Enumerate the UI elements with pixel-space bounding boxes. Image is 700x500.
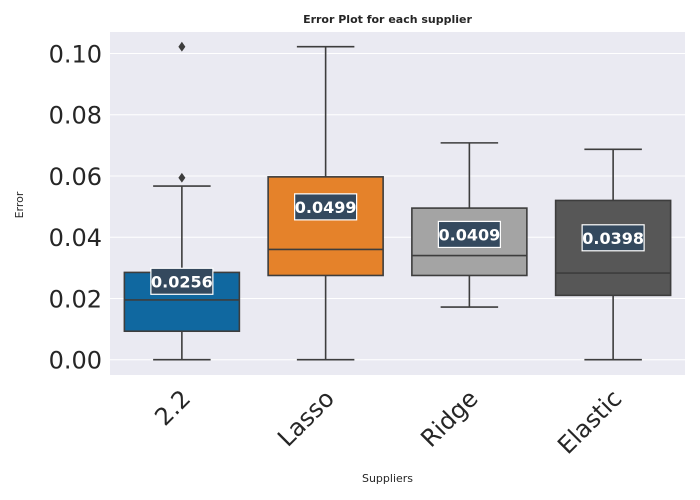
mean-annotation-box [150,267,214,295]
mean-annotation-box [437,220,501,249]
mean-annotation: 0.0256 [150,267,214,295]
x-axis-label: Suppliers [362,472,413,485]
mean-annotation: 0.0398 [581,224,645,252]
box-plot-2-2 [123,41,241,361]
box-iqr [267,176,384,277]
mean-annotation-label: 0.0398 [582,229,644,248]
x-tick-label: Ridge [415,384,483,452]
mean-annotation: 0.0499 [294,193,358,221]
box-iqr [123,271,241,333]
y-tick-label: 0.10 [49,40,102,68]
outlier-marker [178,41,186,52]
y-tick-label: 0.02 [49,285,102,313]
y-tick-label: 0.00 [49,347,102,375]
y-tick-label: 0.06 [49,163,102,191]
outlier-marker [178,172,186,183]
mean-annotation: 0.0409 [437,220,501,249]
x-tick-label: Lasso [272,384,340,452]
x-tick-label: 2.2 [149,384,196,431]
mean-annotation-box [294,193,358,221]
mean-annotation-label: 0.0256 [151,272,213,291]
y-axis-label: Error [13,191,26,218]
mean-annotation-label: 0.0499 [295,198,357,217]
x-tick-label: Elastic [552,384,627,459]
y-tick-label: 0.04 [49,224,102,252]
annotation-layer: 0.0256 0.0499 0.0409 0.0398 [150,193,645,295]
mean-annotation-label: 0.0409 [439,225,501,244]
chart-title: Error Plot for each supplier [303,13,472,26]
box-plot-ridge [411,142,528,308]
mean-annotation-box [581,224,645,252]
y-tick-label: 0.08 [49,102,102,130]
